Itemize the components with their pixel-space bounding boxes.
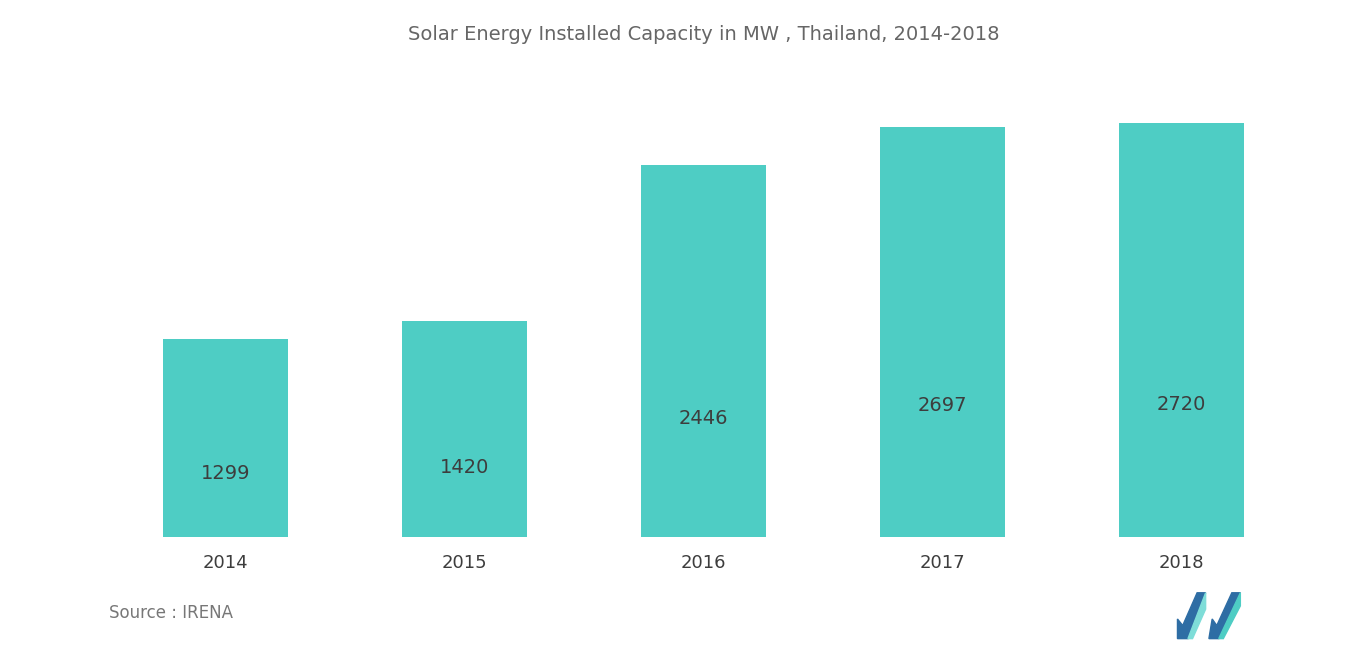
Text: 1420: 1420 [440, 458, 489, 477]
Bar [880, 127, 1004, 537]
Text: 2446: 2446 [679, 409, 728, 428]
Polygon shape [1188, 593, 1206, 639]
Polygon shape [1209, 593, 1240, 639]
Polygon shape [1218, 593, 1240, 639]
Bar [164, 339, 288, 537]
Text: 2720: 2720 [1157, 395, 1206, 414]
Bar [403, 321, 527, 537]
Title: Solar Energy Installed Capacity in MW , Thailand, 2014-2018: Solar Energy Installed Capacity in MW , … [407, 26, 1000, 45]
Text: 1299: 1299 [201, 464, 250, 483]
Text: 2697: 2697 [918, 396, 967, 415]
Bar [642, 165, 765, 537]
Polygon shape [1177, 593, 1206, 639]
Bar [1119, 123, 1243, 537]
Text: Source : IRENA: Source : IRENA [109, 605, 234, 622]
